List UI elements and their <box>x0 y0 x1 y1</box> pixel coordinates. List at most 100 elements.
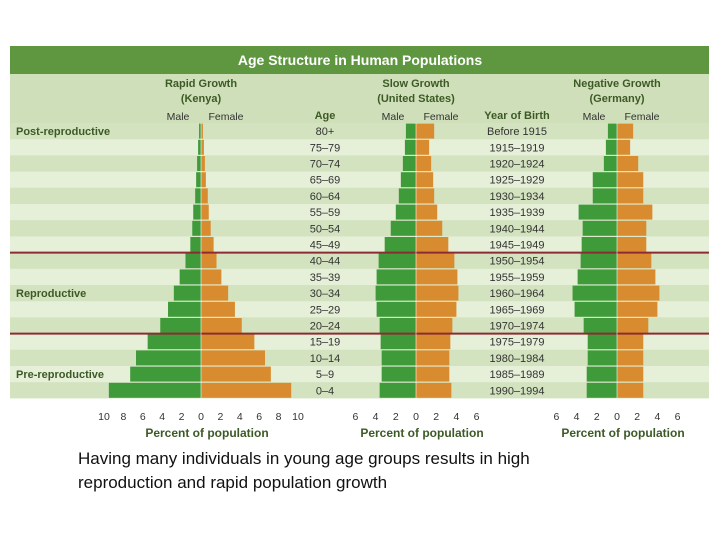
female-bar <box>201 382 292 398</box>
female-bar <box>201 237 214 252</box>
male-bar <box>603 156 617 171</box>
female-bar <box>416 334 451 350</box>
female-bar <box>201 253 217 269</box>
female-bar <box>201 172 206 188</box>
male-bar <box>592 172 617 188</box>
female-bar <box>617 269 656 285</box>
male-bar <box>592 188 617 204</box>
x-axis-label: Percent of population <box>145 426 268 440</box>
birth-year-label: 1950–1954 <box>489 256 544 268</box>
age-label: 65–69 <box>310 175 341 187</box>
male-bar <box>402 156 416 171</box>
female-bar <box>617 366 644 382</box>
male-bar <box>381 350 416 366</box>
male-bar <box>190 237 201 252</box>
female-bar <box>416 139 430 155</box>
female-bar <box>617 382 644 398</box>
female-bar <box>617 237 647 252</box>
male-bar <box>147 334 201 350</box>
female-bar <box>416 253 455 269</box>
age-label: 80+ <box>316 126 335 138</box>
female-bar <box>617 220 647 236</box>
x-tick-label: 0 <box>614 411 620 423</box>
female-bar <box>416 285 459 301</box>
male-bar <box>179 269 201 285</box>
female-bar <box>617 188 644 204</box>
male-bar <box>586 366 617 382</box>
female-bar <box>201 204 209 220</box>
birth-year-header: Year of Birth <box>484 110 550 122</box>
male-bar <box>404 139 416 155</box>
male-bar <box>192 220 201 236</box>
row-band <box>10 155 709 172</box>
female-bar <box>617 285 660 301</box>
female-bar <box>617 253 652 269</box>
male-bar <box>193 204 201 220</box>
male-bar <box>605 139 617 155</box>
age-label: 50–54 <box>310 223 341 235</box>
male-label: Male <box>583 111 606 123</box>
male-bar <box>381 366 416 382</box>
female-bar <box>201 123 203 139</box>
x-tick-label: 6 <box>474 411 480 423</box>
age-label: 35–39 <box>310 272 341 284</box>
female-bar <box>617 204 653 220</box>
pyramid-title: Rapid Growth <box>165 78 237 90</box>
x-tick-label: 10 <box>292 411 304 423</box>
birth-year-label: 1955–1959 <box>489 272 544 284</box>
female-bar <box>416 366 450 382</box>
female-bar <box>416 269 458 285</box>
male-bar <box>375 285 416 301</box>
male-bar <box>380 334 416 350</box>
female-bar <box>617 301 658 317</box>
male-bar <box>197 156 201 171</box>
female-bar <box>201 139 204 155</box>
stage-label: Reproductive <box>16 288 86 300</box>
male-bar <box>398 188 416 204</box>
x-tick-label: 4 <box>654 411 660 423</box>
birth-year-label: 1965–1969 <box>489 304 544 316</box>
male-bar <box>168 301 201 317</box>
birth-year-label: 1915–1919 <box>489 142 544 154</box>
male-bar <box>405 123 416 139</box>
male-bar <box>581 237 617 252</box>
female-bar <box>201 366 271 382</box>
x-axis-label: Percent of population <box>360 426 483 440</box>
birth-year-label: 1985–1989 <box>489 369 544 381</box>
female-bar <box>416 301 457 317</box>
birth-year-label: 1945–1949 <box>489 240 544 252</box>
male-bar <box>198 139 201 155</box>
male-bar <box>587 334 617 350</box>
male-bar <box>199 123 201 139</box>
x-tick-label: 2 <box>393 411 399 423</box>
male-bar <box>607 123 617 139</box>
pyramid-country: (Germany) <box>589 93 644 105</box>
male-bar <box>587 350 617 366</box>
female-bar <box>201 301 235 317</box>
female-bar <box>416 172 434 188</box>
male-bar <box>384 237 416 252</box>
male-bar <box>379 318 416 333</box>
birth-year-label: 1940–1944 <box>489 223 544 235</box>
x-tick-label: 4 <box>373 411 379 423</box>
male-bar <box>185 253 201 269</box>
male-bar <box>173 285 201 301</box>
chart-layer: Post-reproductive Reproductive Pre-reprodu… <box>10 74 709 440</box>
birth-year-label: Before 1915 <box>487 126 547 138</box>
age-header: Age <box>315 110 336 122</box>
x-tick-label: 8 <box>276 411 282 423</box>
x-tick-label: 2 <box>433 411 439 423</box>
age-label: 10–14 <box>310 353 341 365</box>
age-label: 45–49 <box>310 240 341 252</box>
male-bar <box>136 350 201 366</box>
row-band <box>10 187 709 204</box>
birth-year-label: 1930–1934 <box>489 191 544 203</box>
stage-label: Post-reproductive <box>16 126 110 138</box>
female-bar <box>416 237 449 252</box>
x-tick-label: 2 <box>179 411 185 423</box>
pyramid-header-band <box>10 74 709 123</box>
age-label: 55–59 <box>310 207 341 219</box>
female-bar <box>617 350 644 366</box>
x-tick-label: 4 <box>159 411 165 423</box>
x-tick-label: 6 <box>675 411 681 423</box>
